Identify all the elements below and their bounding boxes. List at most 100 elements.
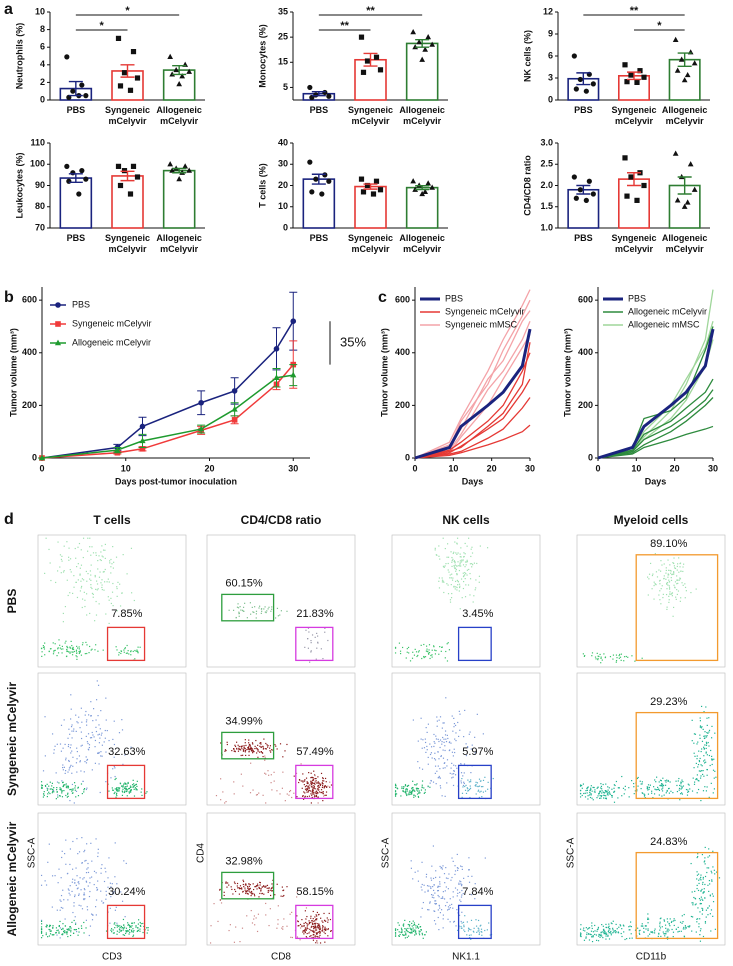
event-dot [660,927,661,928]
event-dot [438,758,439,759]
event-dot [673,607,674,608]
legend-label: Syngeneic mCelyvir [445,306,525,316]
event-dot [659,580,660,581]
event-dot [124,791,125,792]
marker [83,93,88,98]
event-dot [256,794,257,795]
event-dot [65,925,66,926]
event-dot [126,653,127,654]
event-dot [616,924,617,925]
marker [167,161,173,166]
event-dot [322,658,323,659]
event-dot [469,929,470,930]
event-dot [95,838,96,839]
event-dot [270,745,271,746]
event-dot [697,875,698,876]
event-dot [467,570,468,571]
event-dot [662,778,663,779]
event-dot [616,931,617,932]
event-dot [446,886,447,887]
event-dot [314,923,315,924]
event-dot [62,928,63,929]
event-dot [251,892,252,893]
event-dot [319,933,320,934]
event-dot [434,650,435,651]
bar [355,187,386,228]
event-dot [64,719,65,720]
event-dot [41,788,42,789]
event-dot [63,931,64,932]
event-dot [71,751,72,752]
event-dot [668,580,669,581]
event-dot [580,929,581,930]
event-dot [308,790,309,791]
event-dot [114,776,115,777]
event-dot [462,786,463,787]
event-dot [592,652,593,653]
event-dot [460,901,461,902]
event-dot [281,610,282,611]
event-dot [95,576,96,577]
event-dot [419,926,420,927]
event-dot [436,903,437,904]
event-dot [433,895,434,896]
event-dot [694,784,695,785]
event-dot [133,780,134,781]
event-dot [429,644,430,645]
event-dot [700,930,701,931]
event-dot [692,740,693,741]
event-dot [130,786,131,787]
event-dot [445,890,446,891]
event-dot [61,857,62,858]
event-dot [711,737,712,738]
y-tick-label: 40 [278,137,288,147]
event-dot [435,653,436,654]
event-dot [698,883,699,884]
event-dot [587,798,588,799]
event-dot [449,741,450,742]
event-dot [59,566,60,567]
event-dot [447,643,448,644]
event-dot [221,902,222,903]
event-dot [711,871,712,872]
event-dot [585,938,586,939]
event-dot [77,853,78,854]
event-dot [619,655,620,656]
event-dot [95,589,96,590]
event-dot [48,786,49,787]
event-dot [414,655,415,656]
x-axis-label: CD11b [636,952,667,963]
event-dot [641,788,642,789]
event-dot [251,910,252,911]
event-dot [712,764,713,765]
event-dot [62,646,63,647]
event-dot [54,875,55,876]
event-dot [66,646,67,647]
event-dot [112,883,113,884]
event-dot [678,557,679,558]
event-dot [313,930,314,931]
event-dot [699,934,700,935]
event-dot [459,714,460,715]
event-dot [430,783,431,784]
event-dot [715,777,716,778]
event-dot [711,783,712,784]
event-dot [68,557,69,558]
event-dot [241,888,242,889]
event-dot [677,931,678,932]
event-dot [443,592,444,593]
event-dot [86,789,87,790]
event-dot [68,560,69,561]
event-dot [669,925,670,926]
event-dot [591,922,592,923]
event-dot [694,782,695,783]
event-dot [76,659,77,660]
y-tick-label: 2.0 [540,180,553,190]
event-dot [441,647,442,648]
event-dot [93,552,94,553]
event-dot [41,931,42,932]
event-dot [702,908,703,909]
event-dot [405,933,406,934]
event-dot [85,653,86,654]
